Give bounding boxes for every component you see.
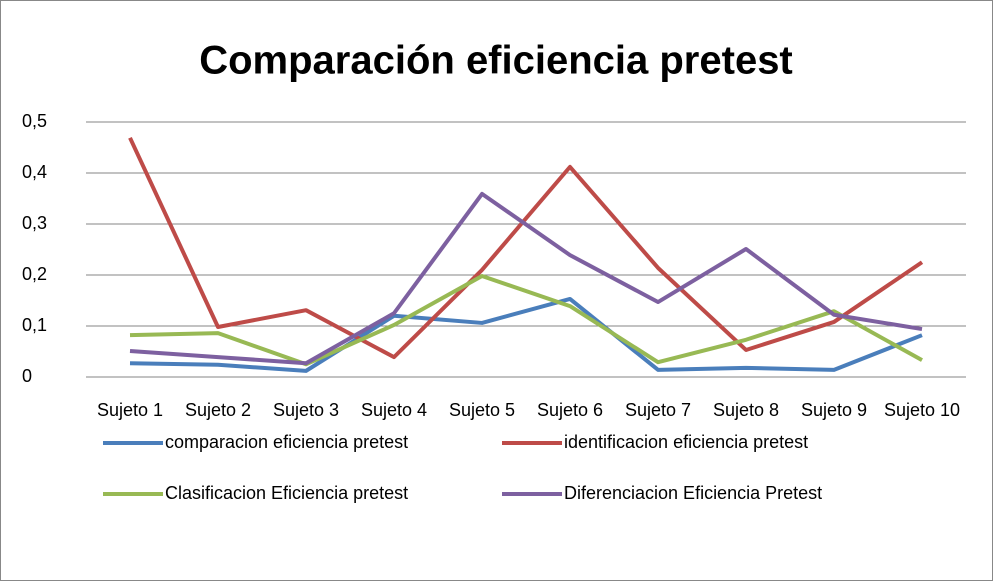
x-tick-label: Sujeto 4 bbox=[361, 400, 427, 420]
legend-label: Diferenciacion Eficiencia Pretest bbox=[564, 483, 822, 503]
y-tick-label: 0,3 bbox=[22, 213, 47, 233]
series-line bbox=[129, 191, 923, 366]
x-tick-label: Sujeto 10 bbox=[884, 400, 960, 420]
legend-label: Clasificacion Eficiencia pretest bbox=[165, 483, 408, 503]
series-line bbox=[129, 274, 923, 367]
y-tick-label: 0,1 bbox=[22, 315, 47, 335]
legend-label: comparacion eficiencia pretest bbox=[165, 432, 408, 452]
series-line bbox=[128, 136, 924, 360]
x-tick-label: Sujeto 5 bbox=[449, 400, 515, 420]
x-tick-label: Sujeto 8 bbox=[713, 400, 779, 420]
legend-label: identificacion eficiencia pretest bbox=[564, 432, 808, 452]
series-line bbox=[129, 296, 923, 373]
x-tick-label: Sujeto 6 bbox=[537, 400, 603, 420]
y-tick-label: 0,5 bbox=[22, 111, 47, 131]
x-tick-label: Sujeto 1 bbox=[97, 400, 163, 420]
x-tick-label: Sujeto 9 bbox=[801, 400, 867, 420]
x-tick-label: Sujeto 7 bbox=[625, 400, 691, 420]
y-tick-label: 0,4 bbox=[22, 162, 47, 182]
x-tick-label: Sujeto 2 bbox=[185, 400, 251, 420]
y-tick-label: 0,2 bbox=[22, 264, 47, 284]
x-tick-label: Sujeto 3 bbox=[273, 400, 339, 420]
chart-title: Comparación eficiencia pretest bbox=[199, 39, 793, 83]
y-tick-label: 0 bbox=[22, 366, 32, 386]
